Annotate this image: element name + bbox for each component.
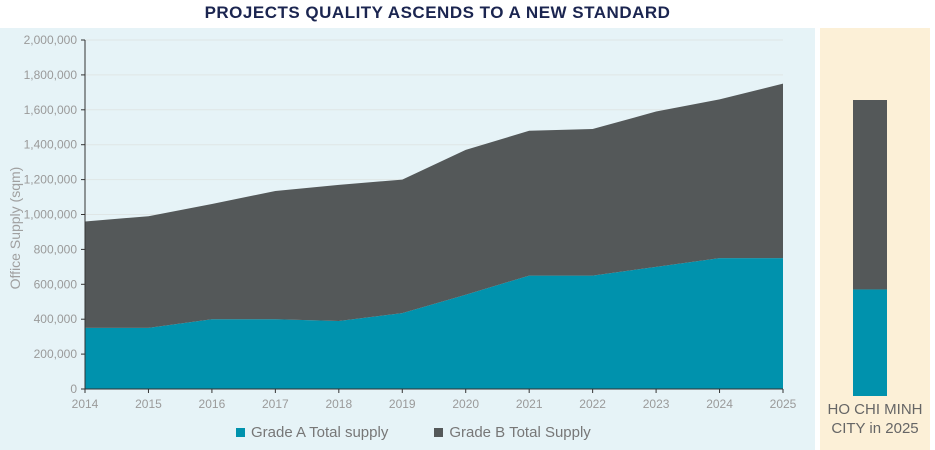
legend: Grade A Total supply Grade B Total Suppl… [236,424,591,441]
legend-swatch-grade-a [236,428,245,437]
x-tick-label: 2019 [389,397,416,411]
x-tick-label: 2023 [643,397,670,411]
y-tick-label: 1,400,000 [24,138,78,152]
y-tick-label: 1,600,000 [24,103,78,117]
x-tick-label: 2025 [770,397,797,411]
chart-title: PROJECTS QUALITY ASCENDS TO A NEW STANDA… [204,3,671,22]
y-tick-label: 2,000,000 [24,33,78,47]
x-tick-label: 2018 [325,397,352,411]
y-axis-label: Office Supply (sqm) [7,166,23,290]
hcm-bar-segment-grade-a [853,289,887,396]
hcm-bar-label: HO CHI MINH CITY in 2025 [827,401,923,437]
legend-swatch-grade-b [434,428,444,437]
x-tick-label: 2014 [72,397,99,411]
y-tick-label: 200,000 [34,347,78,361]
y-tick-label: 600,000 [34,277,78,291]
legend-label-grade-b: Grade B Total Supply [449,424,591,441]
y-tick-label: 1,800,000 [24,68,78,82]
x-tick-label: 2022 [579,397,606,411]
x-tick-label: 2024 [706,397,733,411]
x-tick-label: 2015 [135,397,162,411]
legend-label-grade-a: Grade A Total supply [251,424,389,441]
legend-item-grade-b: Grade B Total Supply [434,424,591,441]
x-tick-label: 2020 [452,397,479,411]
area-series-grade-b [85,83,783,328]
x-tick-label: 2021 [516,397,543,411]
x-tick-label: 2017 [262,397,289,411]
y-tick-label: 400,000 [34,312,78,326]
area-series-grade-a [85,258,783,389]
hcm-bar-segment-grade-b [853,100,887,290]
legend-item-grade-a: Grade A Total supply [236,424,388,441]
x-tick-label: 2016 [199,397,226,411]
y-tick-label: 1,200,000 [24,173,78,187]
y-tick-label: 800,000 [34,242,78,256]
y-tick-label: 1,000,000 [24,208,78,222]
y-tick-label: 0 [70,382,77,396]
